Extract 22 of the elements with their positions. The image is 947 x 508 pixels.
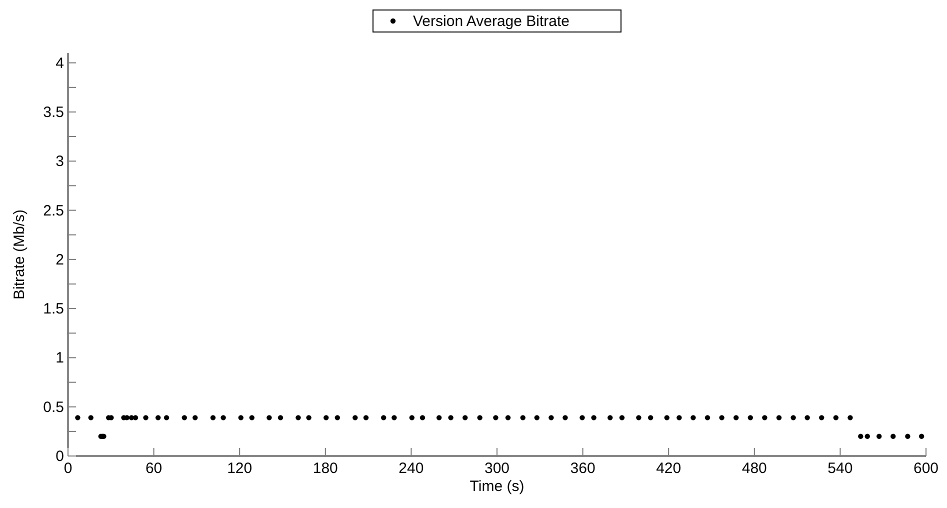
- legend-label: Version Average Bitrate: [413, 13, 570, 30]
- x-tick-label: 60: [145, 460, 162, 477]
- x-tick-label: 180: [312, 460, 338, 477]
- y-tick-label: 1.5: [43, 300, 64, 318]
- x-tick-label: 240: [398, 460, 424, 477]
- y-tick-label: 2: [56, 251, 64, 268]
- x-tick-label: 420: [656, 460, 682, 477]
- y-tick-label: 0.5: [43, 398, 64, 416]
- y-tick-label: 2.5: [43, 202, 64, 220]
- y-axis-title: Bitrate (Mb/s): [11, 209, 28, 300]
- y-tick-label: 1: [56, 350, 64, 367]
- x-tick-label: 600: [913, 460, 939, 477]
- y-tick-label: 3.5: [43, 104, 64, 121]
- x-tick-label: 480: [742, 460, 767, 477]
- y-tick-label: 3: [56, 153, 64, 170]
- y-tick-label: 4: [56, 54, 64, 72]
- x-tick-label: 540: [828, 460, 853, 477]
- y-tick-label: 0: [56, 448, 64, 465]
- x-tick-label: 300: [484, 460, 510, 477]
- x-tick-label: 360: [570, 460, 596, 477]
- x-axis-title: Time (s): [470, 478, 524, 495]
- x-tick-label: 120: [227, 460, 252, 477]
